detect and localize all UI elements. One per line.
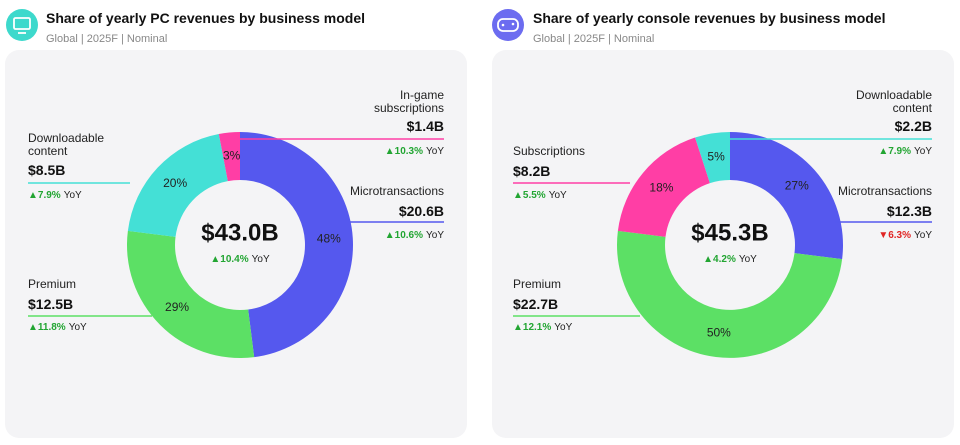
yoy-value: ▲4.2% [703,254,736,265]
yoy-unit: YoY [426,146,444,157]
legend-label: Downloadable content [28,131,105,158]
donut-segment [695,132,730,184]
yoy: ▼6.3% YoY [878,230,932,241]
yoy: ▲7.9% YoY [878,146,932,157]
donut-segment [218,132,240,182]
yoy-value: ▲10.6% [384,230,424,241]
legend-label: Microtransactions [837,184,932,198]
yoy-unit: YoY [548,190,567,201]
donut-segment [127,134,228,237]
card [5,50,467,438]
yoy-value: ▲12.1% [513,322,552,333]
card [492,50,954,438]
revenue: $8.2B [513,163,551,179]
yoy-value: ▲7.9% [878,146,912,157]
legend-label: Downloadable content [855,88,932,115]
yoy-value: ▲10.4% [210,254,249,265]
yoy-unit: YoY [914,146,932,157]
revenue: $8.5B [28,162,66,178]
yoy-value: ▲11.8% [28,322,66,333]
yoy: ▲10.4% YoY [180,254,300,265]
segment-label: 48% [317,232,341,246]
revenue: $2.2B [894,118,932,134]
yoy: ▲11.8% YoY [28,322,87,333]
yoy: ▲7.9% YoY [28,190,82,201]
chart-subtitle: Global | 2025F | Nominal [46,33,168,45]
donut-segment [617,230,843,358]
revenue: $20.6B [398,203,444,219]
segment-label: 5% [707,149,725,163]
segment-label: 50% [707,325,731,339]
donut-segment [730,132,843,260]
yoy-unit: YoY [68,322,87,333]
segment-label: 29% [165,300,189,314]
yoy-unit: YoY [251,254,270,265]
donut-segment [617,137,710,237]
pc-icon [6,9,38,41]
revenue: $22.7B [513,296,559,312]
yoy: ▲12.1% YoY [513,322,572,333]
legend-label: Subscriptions [513,144,586,158]
total: $45.3B [691,219,768,246]
donut-segment [126,230,255,358]
yoy: ▲10.6% YoY [385,230,444,241]
yoy: ▲10.3% YoY [385,146,444,157]
segment-label: 20% [163,176,187,190]
revenue: $1.4B [406,118,444,134]
yoy-unit: YoY [554,322,573,333]
yoy-value: ▲5.5% [513,190,546,201]
legend-label: Microtransactions [349,184,444,198]
revenue: $12.5B [28,296,74,312]
yoy-value: ▲7.9% [28,190,61,201]
segment-label: 18% [649,180,673,194]
yoy: ▲5.5% YoY [513,190,567,201]
chart-subtitle: Global | 2025F | Nominal [533,33,655,45]
yoy-unit: YoY [426,230,444,241]
revenue: $12.3B [886,203,932,219]
console-icon [492,9,524,41]
legend-label: Premium [28,277,77,291]
yoy-unit: YoY [738,254,757,265]
legend-label: Premium [513,277,562,291]
yoy: ▲4.2% YoY [670,254,790,265]
segment-label: 3% [223,149,241,163]
total: $43.0B [201,219,278,246]
yoy-unit: YoY [914,230,932,241]
chart-title: Share of yearly console revenues by busi… [533,10,886,26]
chart-title: Share of yearly PC revenues by business … [46,10,366,26]
legend-label: In-game subscriptions [373,88,444,115]
yoy-unit: YoY [63,190,82,201]
yoy-value: ▲10.3% [384,146,424,157]
donut-segment [240,132,353,358]
yoy-value: ▼6.3% [878,230,912,241]
segment-label: 27% [785,178,809,192]
